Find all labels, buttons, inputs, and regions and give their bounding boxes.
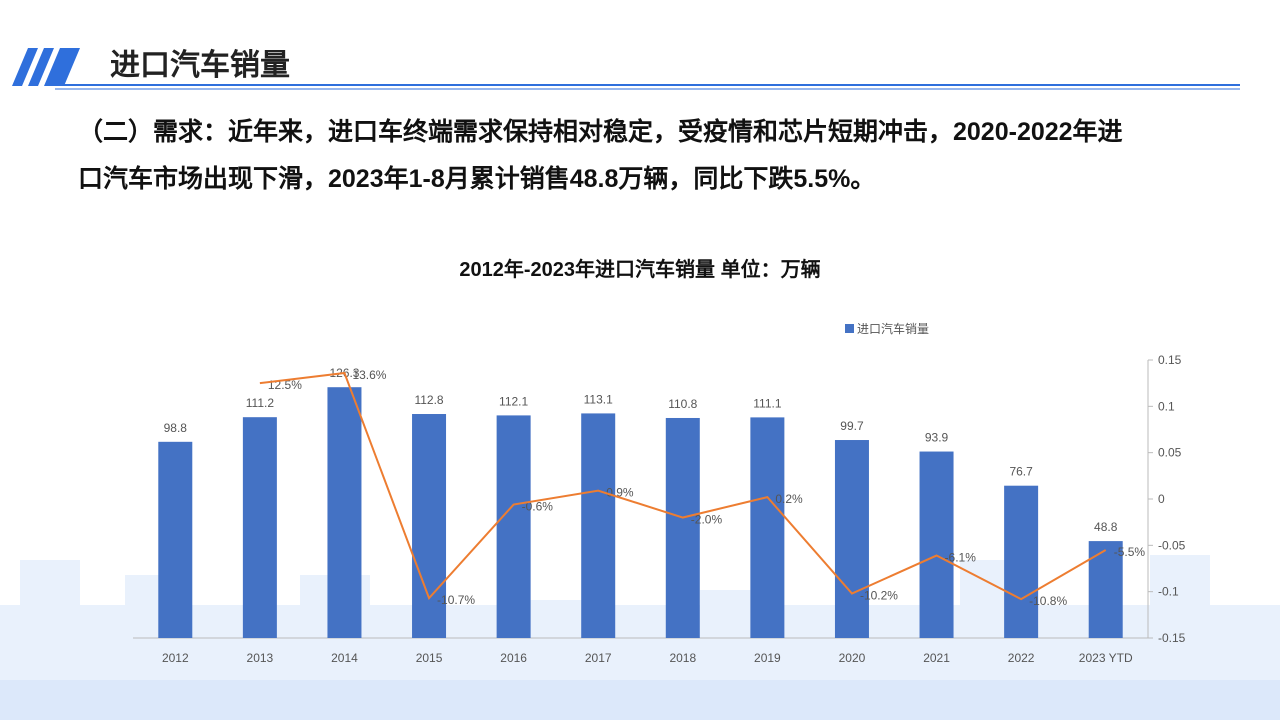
- x-tick-label: 2023 YTD: [1079, 651, 1133, 665]
- x-tick-label: 2016: [500, 651, 527, 665]
- bar-value-label: 112.1: [499, 394, 528, 408]
- line-value-label: -10.2%: [860, 589, 898, 603]
- chart: 0.15 0.1 0.05 0 -0.05 -0.1 -0.15 2012 2013 2014 20…: [133, 321, 1186, 665]
- legend-label: 进口汽车销量: [857, 321, 929, 336]
- paragraph-line: 口汽车市场出现下滑，2023年1-8月累计销售48.8万辆，同比下跌5.5%。: [78, 164, 875, 193]
- y2-tick-label: 0.05: [1158, 446, 1182, 460]
- line-value-label: -2.0%: [691, 513, 723, 527]
- line-value-label: -5.5%: [1114, 545, 1146, 559]
- line-value-label: 0.2%: [775, 492, 803, 506]
- x-tick-label: 2015: [416, 651, 443, 665]
- bar-value-label: 93.9: [925, 431, 949, 445]
- bar-value-label: 111.1: [753, 396, 782, 410]
- bar: [158, 441, 193, 638]
- x-tick-label: 2020: [839, 651, 866, 665]
- bar: [327, 387, 362, 638]
- line-value-label: -6.1%: [945, 551, 977, 565]
- bar-value-label: 112.8: [414, 393, 443, 407]
- y2-tick-label: 0.15: [1158, 353, 1182, 367]
- line-value-label: -10.8%: [1029, 594, 1067, 608]
- x-tick-label: 2018: [669, 651, 696, 665]
- x-tick-label: 2014: [331, 651, 358, 665]
- x-tick-label: 2021: [923, 651, 950, 665]
- paragraph-line: （二）需求：近年来，进口车终端需求保持相对稳定，受疫情和芯片短期冲击，2020-…: [78, 117, 1123, 146]
- y2-tick-label: 0: [1158, 492, 1165, 506]
- y2-tick-label: -0.1: [1158, 585, 1179, 599]
- x-tick-label: 2012: [162, 651, 189, 665]
- bar-value-label: 99.7: [840, 419, 864, 433]
- y2-tick-label: 0.1: [1158, 399, 1175, 413]
- bar: [496, 415, 531, 638]
- y2-tick-label: -0.05: [1158, 538, 1186, 552]
- line-value-label: -0.6%: [522, 500, 554, 514]
- header-icon: [12, 48, 80, 86]
- legend-swatch: [845, 324, 854, 333]
- bar: [919, 451, 954, 638]
- y2-tick-label: -0.15: [1158, 631, 1186, 645]
- chart-title: 2012年-2023年进口汽车销量 单位：万辆: [459, 257, 820, 281]
- bar: [834, 440, 869, 638]
- bar: [412, 414, 447, 638]
- bar: [750, 417, 785, 638]
- x-tick-label: 2013: [247, 651, 274, 665]
- line-value-label: -10.7%: [437, 593, 475, 607]
- line: [259, 371, 1107, 601]
- bar-value-label: 111.2: [246, 396, 275, 410]
- bar: [665, 417, 700, 638]
- bar-value-label: 113.1: [584, 392, 613, 406]
- header-title: 进口汽车销量: [110, 48, 290, 82]
- bar: [581, 413, 616, 638]
- bar: [1004, 485, 1039, 638]
- x-tick-label: 2017: [585, 651, 612, 665]
- x-tick-label: 2019: [754, 651, 781, 665]
- bar: [242, 417, 277, 638]
- bar-value-label: 48.8: [1094, 520, 1118, 534]
- x-tick-label: 2022: [1008, 651, 1035, 665]
- line-value-label: 13.6%: [352, 368, 386, 382]
- bar-value-label: 110.8: [668, 397, 697, 411]
- bar-value-label: 98.8: [164, 421, 188, 435]
- bar-value-label: 76.7: [1009, 465, 1033, 479]
